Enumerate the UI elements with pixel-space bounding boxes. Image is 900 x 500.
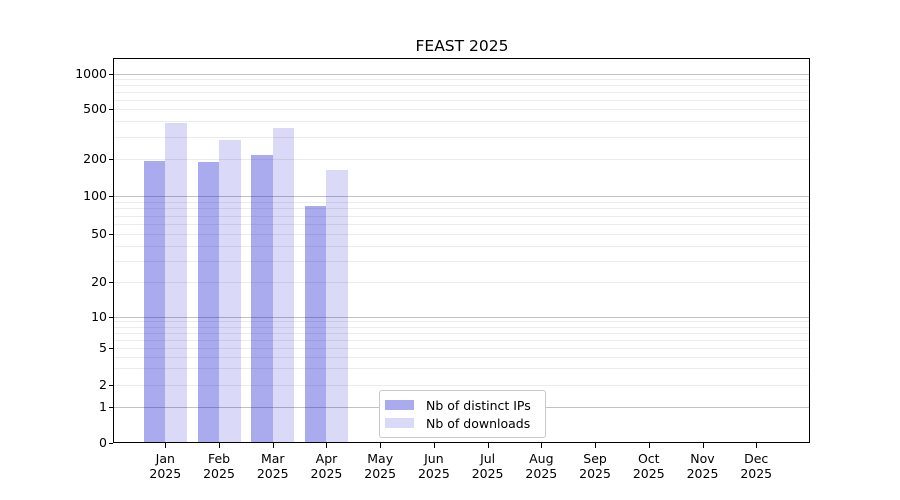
gridline-minor bbox=[114, 109, 809, 111]
plot-area bbox=[113, 58, 810, 443]
legend-swatch-distinct_ips bbox=[385, 400, 414, 410]
legend-swatch-downloads bbox=[385, 418, 414, 428]
x-tick-label: Jan 2025 bbox=[149, 451, 182, 481]
y-tick-mark bbox=[109, 196, 113, 197]
gridline-minor bbox=[114, 99, 809, 101]
gridline-minor bbox=[114, 91, 809, 93]
x-tick-mark bbox=[326, 443, 328, 448]
x-tick-mark bbox=[702, 443, 704, 448]
x-tick-label: Oct 2025 bbox=[632, 451, 665, 481]
y-tick-mark bbox=[109, 281, 113, 283]
legend-item: Nb of downloads bbox=[385, 415, 539, 432]
y-tick-label: 500 bbox=[83, 101, 107, 117]
x-tick-label: Apr 2025 bbox=[310, 451, 343, 481]
y-tick-label: 1000 bbox=[75, 65, 107, 81]
chart-title: FEAST 2025 bbox=[415, 37, 509, 55]
bar-downloads bbox=[165, 123, 187, 442]
x-tick-label: Jul 2025 bbox=[471, 451, 504, 481]
gridline-minor bbox=[114, 356, 809, 358]
gridline-minor bbox=[114, 281, 809, 283]
y-tick-label: 5 bbox=[99, 339, 107, 355]
gridline-minor bbox=[114, 260, 809, 262]
legend: Nb of distinct IPs Nb of downloads bbox=[379, 390, 546, 438]
y-tick-mark bbox=[109, 73, 113, 75]
y-tick-mark bbox=[109, 158, 113, 160]
x-tick-mark bbox=[595, 443, 597, 448]
gridline-minor bbox=[114, 385, 809, 386]
x-tick-mark bbox=[272, 443, 274, 448]
y-tick-label: 200 bbox=[83, 150, 107, 166]
gridline-minor bbox=[114, 326, 809, 328]
bar-distinct-ips bbox=[304, 205, 327, 442]
y-tick-mark bbox=[109, 406, 113, 408]
gridline-major bbox=[114, 196, 809, 197]
y-tick-label: 0 bbox=[99, 434, 107, 450]
gridline-minor bbox=[114, 215, 809, 217]
bar-downloads bbox=[326, 170, 348, 442]
x-tick-label: Aug 2025 bbox=[525, 451, 558, 481]
y-tick-label: 20 bbox=[91, 273, 107, 289]
x-tick-mark bbox=[756, 443, 758, 448]
y-tick-mark bbox=[109, 442, 113, 444]
y-tick-label: 10 bbox=[91, 308, 107, 324]
x-tick-label: Jun 2025 bbox=[417, 451, 450, 481]
x-tick-label: Mar 2025 bbox=[256, 451, 289, 481]
y-tick-label: 50 bbox=[91, 226, 107, 241]
bar-distinct-ips bbox=[143, 160, 166, 442]
x-tick-mark bbox=[648, 443, 650, 448]
gridline-minor bbox=[114, 234, 809, 235]
gridline-minor bbox=[114, 85, 809, 87]
gridline-minor bbox=[114, 158, 809, 160]
gridline-minor bbox=[114, 224, 809, 225]
x-tick-mark bbox=[541, 443, 543, 448]
gridline-minor bbox=[114, 347, 809, 349]
gridline-minor bbox=[114, 368, 809, 370]
y-tick-mark bbox=[109, 385, 113, 386]
x-tick-mark bbox=[165, 443, 167, 448]
legend-item: Nb of distinct IPs bbox=[385, 397, 539, 414]
y-tick-mark bbox=[109, 234, 113, 235]
y-tick-label: 2 bbox=[99, 377, 107, 392]
gridline-minor bbox=[114, 208, 809, 210]
bar-downloads bbox=[272, 128, 295, 442]
gridline-major bbox=[114, 73, 809, 75]
bar-distinct-ips bbox=[251, 155, 273, 442]
gridline-minor bbox=[114, 339, 809, 341]
y-tick-mark bbox=[109, 109, 113, 111]
legend-label: Nb of distinct IPs bbox=[426, 397, 531, 413]
gridline-minor bbox=[114, 136, 809, 138]
y-tick-mark bbox=[109, 347, 113, 349]
y-tick-label: 100 bbox=[83, 188, 107, 203]
gridline-minor bbox=[114, 201, 809, 203]
x-tick-mark bbox=[219, 443, 221, 448]
x-tick-mark bbox=[487, 443, 489, 448]
gridline-minor bbox=[114, 78, 809, 80]
bar-distinct-ips bbox=[197, 161, 220, 442]
x-tick-mark bbox=[433, 443, 435, 448]
x-tick-label: Nov 2025 bbox=[686, 451, 719, 481]
x-tick-mark bbox=[380, 443, 382, 448]
y-tick-mark bbox=[109, 316, 113, 318]
legend-label: Nb of downloads bbox=[426, 415, 531, 431]
bar-downloads bbox=[219, 139, 241, 442]
gridline-minor bbox=[114, 332, 809, 334]
x-tick-label: Feb 2025 bbox=[203, 451, 235, 481]
x-tick-label: Sep 2025 bbox=[579, 451, 611, 481]
gridline-minor bbox=[114, 245, 809, 247]
y-tick-label: 1 bbox=[99, 398, 107, 414]
gridline-minor bbox=[114, 121, 809, 123]
gridline-minor bbox=[114, 321, 809, 323]
x-tick-label: Dec 2025 bbox=[740, 451, 773, 481]
gridline-major bbox=[114, 316, 809, 318]
x-tick-label: May 2025 bbox=[364, 451, 397, 481]
